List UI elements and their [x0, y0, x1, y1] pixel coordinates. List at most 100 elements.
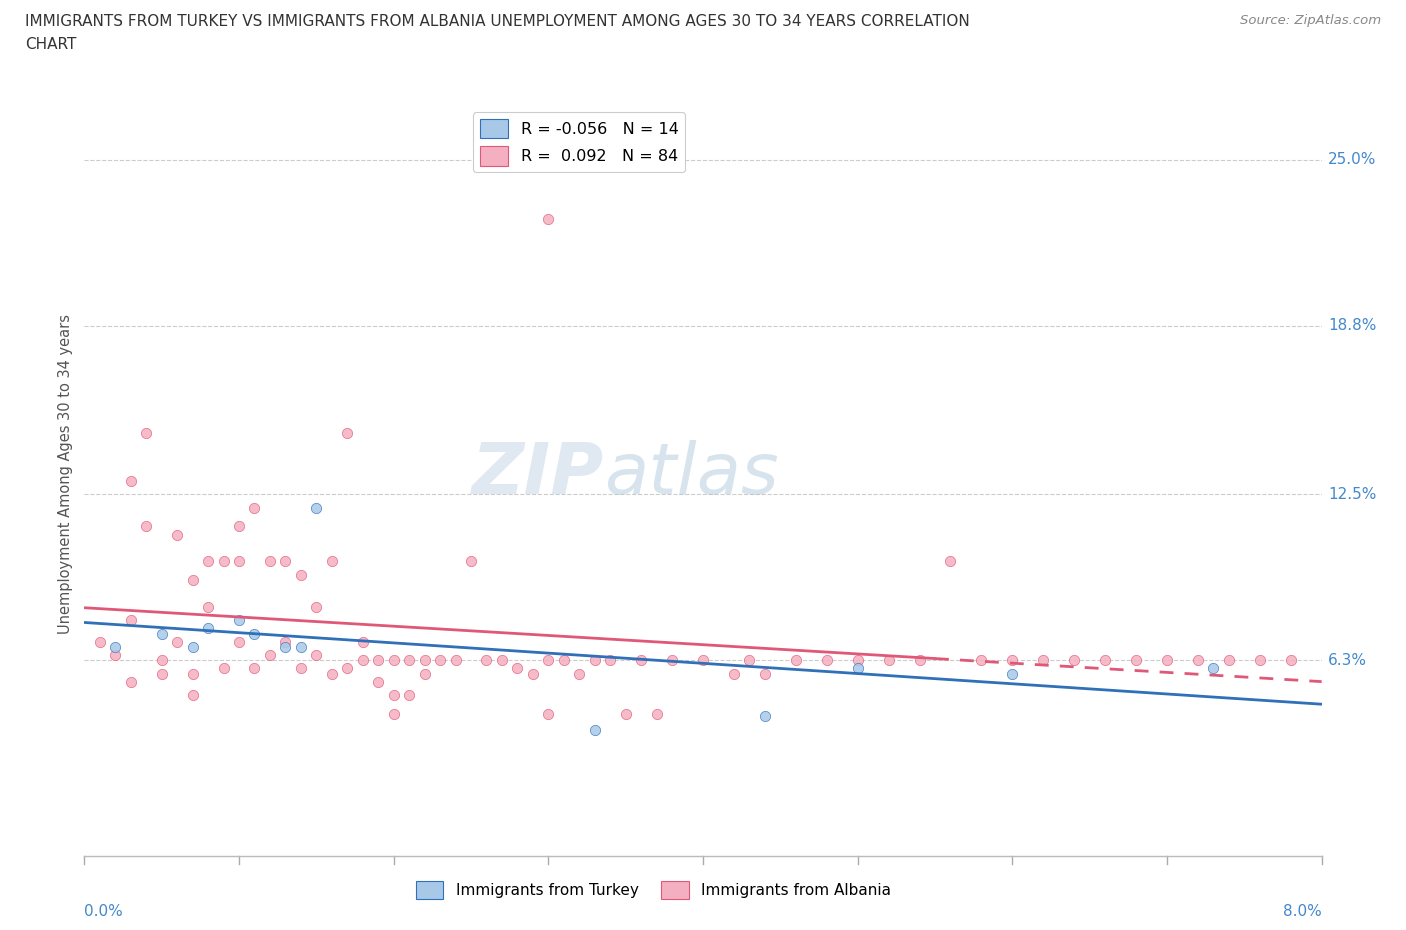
Point	[274, 634, 297, 649]
Point	[413, 666, 436, 681]
Point	[908, 653, 931, 668]
Point	[305, 647, 328, 662]
Point	[228, 519, 250, 534]
Point	[228, 554, 250, 569]
Point	[166, 527, 188, 542]
Point	[815, 653, 838, 668]
Text: 0.0%: 0.0%	[84, 904, 124, 919]
Point	[150, 653, 173, 668]
Point	[846, 661, 869, 676]
Text: 25.0%: 25.0%	[1327, 153, 1376, 167]
Point	[150, 666, 173, 681]
Point	[475, 653, 498, 668]
Point	[181, 640, 204, 655]
Point	[645, 707, 668, 722]
Point	[290, 567, 312, 582]
Text: ZIP: ZIP	[472, 440, 605, 509]
Point	[166, 634, 188, 649]
Point	[104, 647, 127, 662]
Point	[89, 634, 111, 649]
Point	[367, 674, 389, 689]
Text: IMMIGRANTS FROM TURKEY VS IMMIGRANTS FROM ALBANIA UNEMPLOYMENT AMONG AGES 30 TO : IMMIGRANTS FROM TURKEY VS IMMIGRANTS FRO…	[25, 14, 970, 29]
Point	[614, 707, 637, 722]
Text: 8.0%: 8.0%	[1282, 904, 1322, 919]
Point	[1063, 653, 1085, 668]
Point	[723, 666, 745, 681]
Point	[413, 653, 436, 668]
Point	[568, 666, 591, 681]
Text: 6.3%: 6.3%	[1327, 653, 1367, 668]
Point	[104, 640, 127, 655]
Point	[382, 707, 405, 722]
Point	[877, 653, 900, 668]
Point	[1032, 653, 1054, 668]
Point	[336, 661, 359, 676]
Point	[1279, 653, 1302, 668]
Point	[970, 653, 993, 668]
Point	[444, 653, 467, 668]
Point	[120, 674, 142, 689]
Point	[1001, 666, 1024, 681]
Point	[630, 653, 652, 668]
Point	[429, 653, 451, 668]
Point	[352, 634, 374, 649]
Point	[1001, 653, 1024, 668]
Point	[305, 500, 328, 515]
Text: 12.5%: 12.5%	[1327, 487, 1376, 502]
Point	[290, 640, 312, 655]
Point	[537, 653, 560, 668]
Point	[228, 613, 250, 628]
Point	[305, 599, 328, 614]
Point	[460, 554, 482, 569]
Text: CHART: CHART	[25, 37, 77, 52]
Point	[939, 554, 962, 569]
Point	[243, 500, 266, 515]
Point	[120, 473, 142, 488]
Point	[1156, 653, 1178, 668]
Point	[367, 653, 389, 668]
Point	[197, 554, 219, 569]
Point	[382, 653, 405, 668]
Point	[553, 653, 575, 668]
Point	[135, 519, 157, 534]
Point	[243, 626, 266, 641]
Point	[1249, 653, 1271, 668]
Point	[212, 661, 235, 676]
Point	[583, 723, 606, 737]
Point	[537, 211, 560, 226]
Point	[754, 709, 776, 724]
Point	[212, 554, 235, 569]
Y-axis label: Unemployment Among Ages 30 to 34 years: Unemployment Among Ages 30 to 34 years	[58, 314, 73, 634]
Point	[120, 613, 142, 628]
Point	[692, 653, 714, 668]
Point	[336, 425, 359, 440]
Point	[506, 661, 529, 676]
Text: 18.8%: 18.8%	[1327, 318, 1376, 333]
Text: Source: ZipAtlas.com: Source: ZipAtlas.com	[1240, 14, 1381, 27]
Point	[228, 634, 250, 649]
Point	[537, 707, 560, 722]
Point	[491, 653, 513, 668]
Point	[135, 425, 157, 440]
Point	[197, 620, 219, 635]
Point	[274, 554, 297, 569]
Point	[382, 687, 405, 702]
Point	[583, 653, 606, 668]
Point	[1202, 661, 1225, 676]
Point	[1125, 653, 1147, 668]
Point	[181, 573, 204, 588]
Point	[259, 647, 281, 662]
Point	[150, 626, 173, 641]
Point	[398, 687, 420, 702]
Point	[274, 640, 297, 655]
Point	[197, 599, 219, 614]
Point	[398, 653, 420, 668]
Point	[661, 653, 683, 668]
Point	[1187, 653, 1209, 668]
Point	[846, 653, 869, 668]
Point	[1094, 653, 1116, 668]
Point	[321, 666, 343, 681]
Point	[352, 653, 374, 668]
Point	[181, 687, 204, 702]
Point	[1218, 653, 1240, 668]
